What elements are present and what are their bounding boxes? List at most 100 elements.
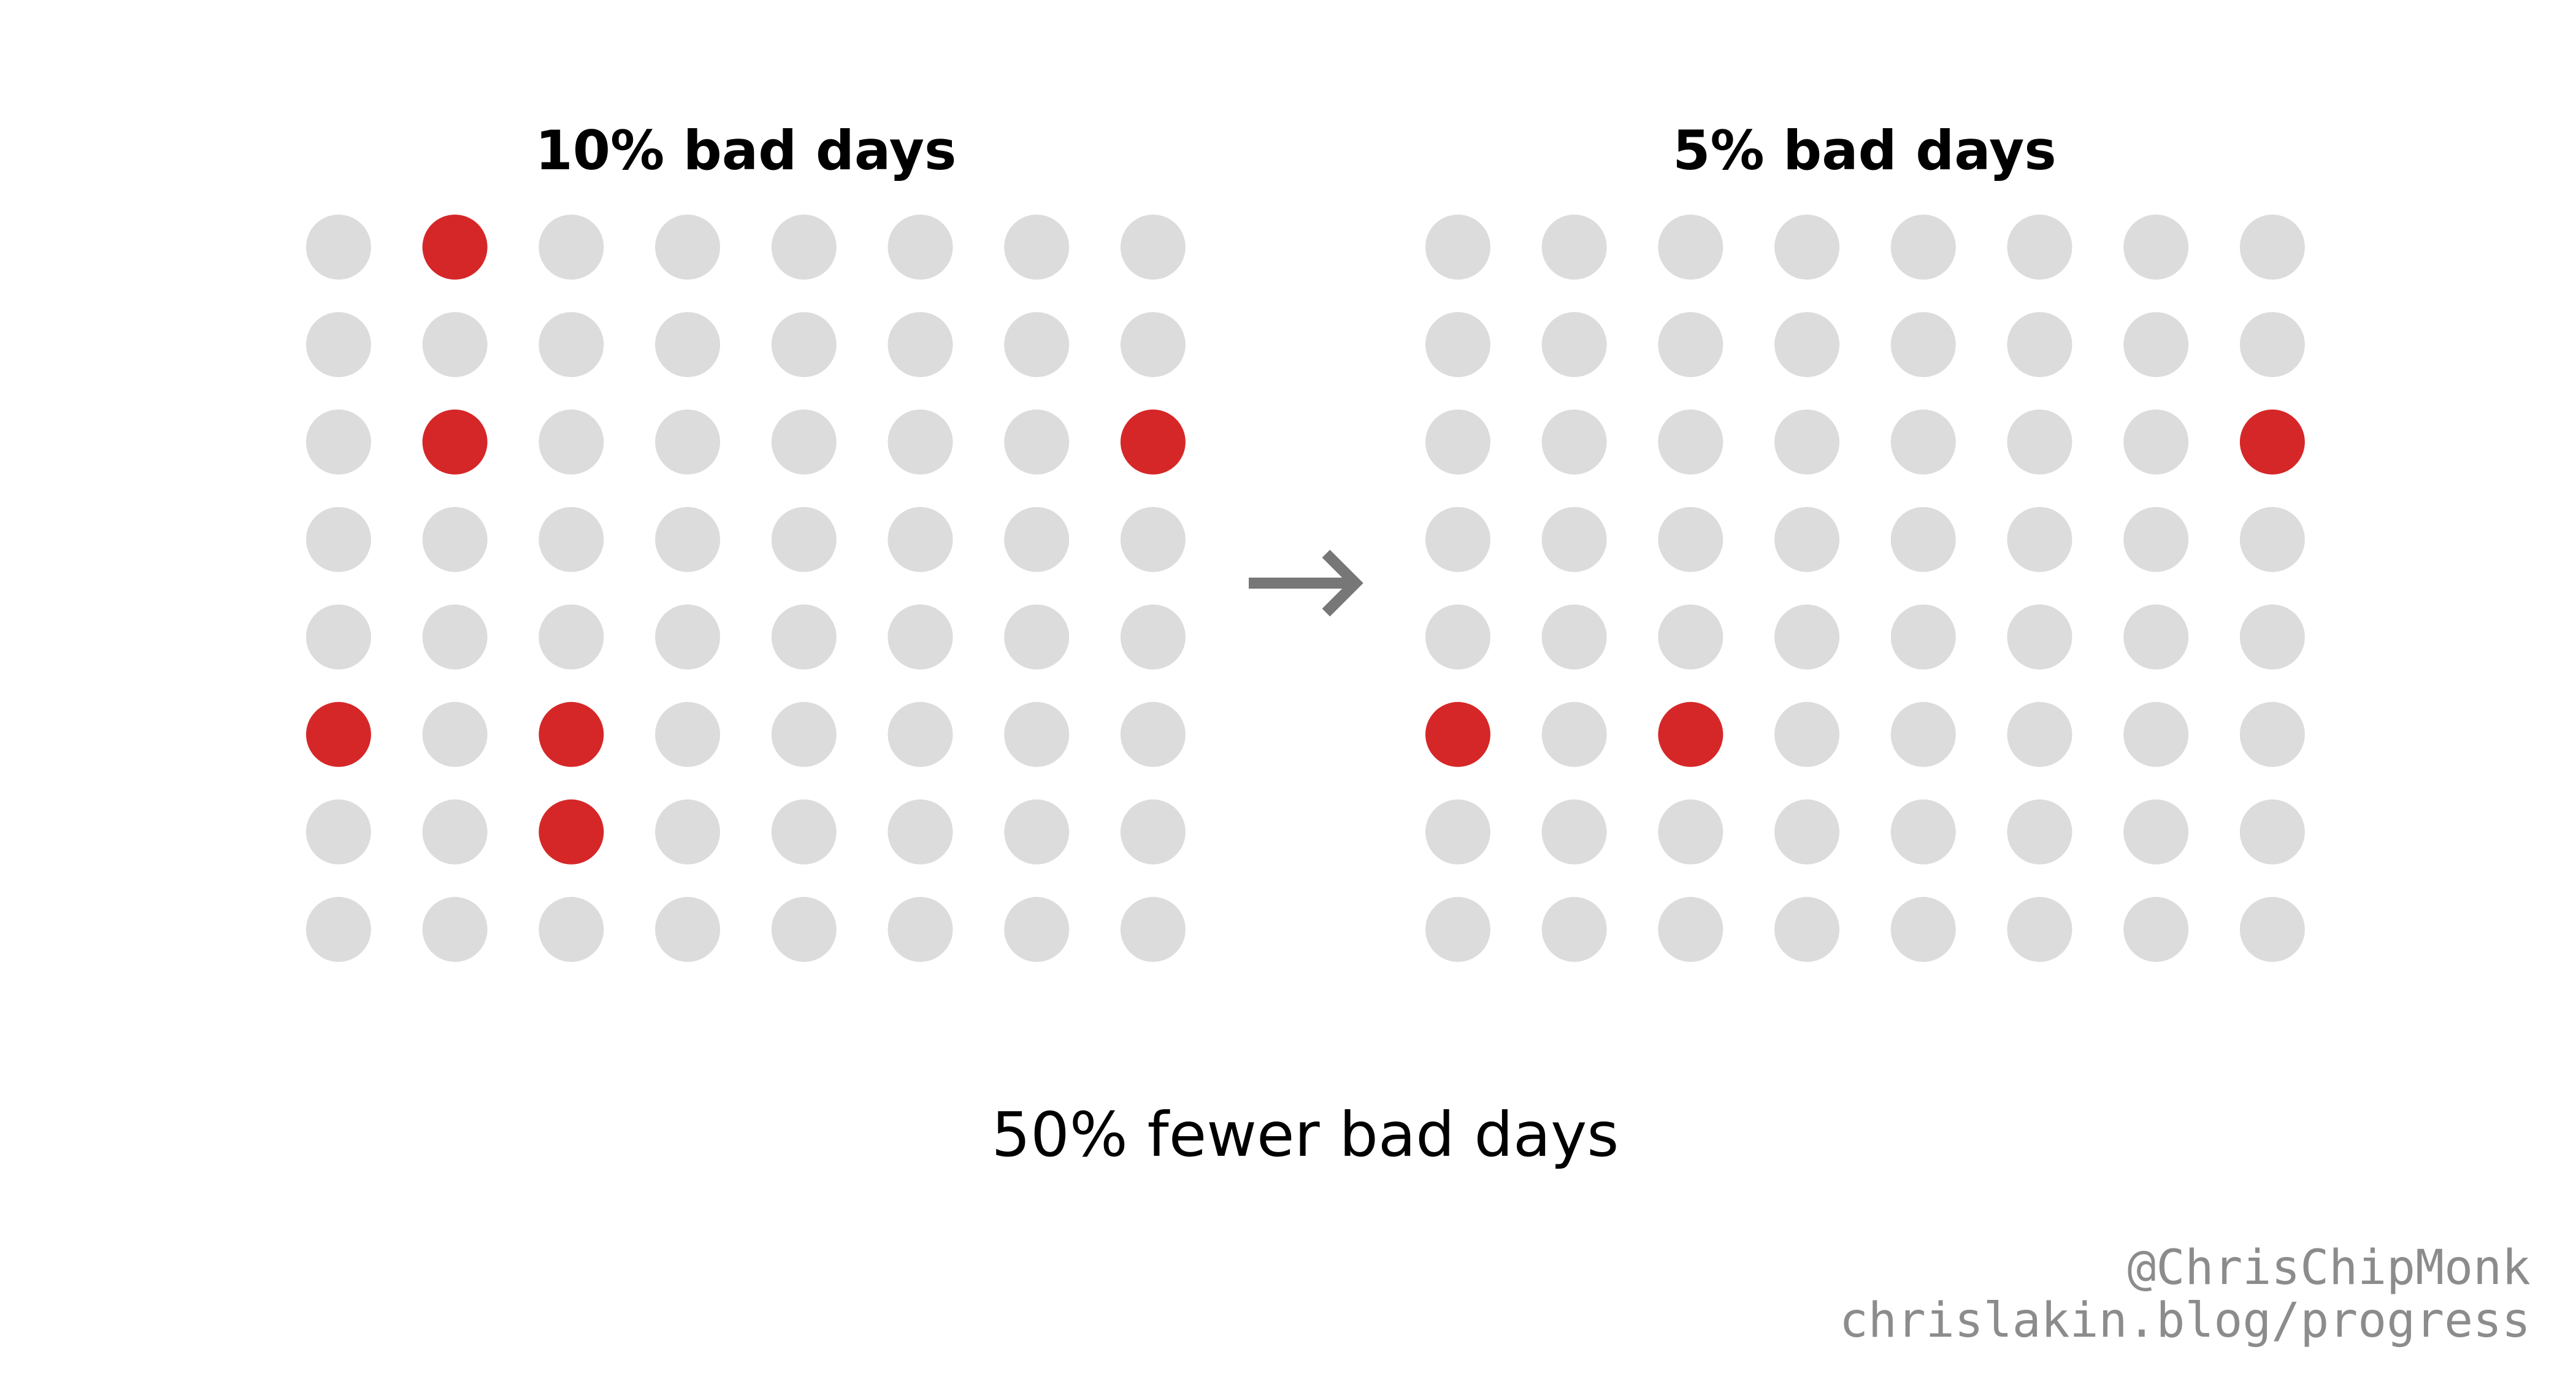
good-day-dot	[2007, 604, 2072, 670]
good-day-dot	[1774, 701, 1840, 767]
good-day-dot	[539, 896, 604, 962]
good-day-dot	[1890, 604, 1956, 670]
blog-url: chrislakin.blog/progress	[1839, 1293, 2531, 1348]
good-day-dot	[771, 312, 837, 377]
good-day-dot	[306, 896, 371, 962]
bad-day-dot	[306, 701, 371, 767]
good-day-dot	[1541, 409, 1607, 475]
good-day-dot	[2239, 896, 2305, 962]
good-day-dot	[1541, 215, 1607, 280]
good-day-dot	[655, 896, 721, 962]
good-day-dot	[1425, 215, 1490, 280]
good-day-dot	[1774, 896, 1840, 962]
author-handle: @ChrisChipMonk	[2128, 1240, 2531, 1296]
good-day-dot	[539, 312, 604, 377]
good-day-dot	[771, 701, 837, 767]
good-day-dot	[1425, 506, 1490, 572]
good-day-dot	[306, 604, 371, 670]
good-day-dot	[887, 312, 953, 377]
good-day-dot	[1120, 312, 1186, 377]
good-day-dot	[2123, 215, 2189, 280]
good-day-dot	[887, 799, 953, 865]
good-day-dot	[1004, 506, 1070, 572]
good-day-dot	[1658, 506, 1723, 572]
bad-day-dot	[1658, 701, 1723, 767]
good-day-dot	[1890, 799, 1956, 865]
good-day-dot	[2007, 799, 2072, 865]
good-day-dot	[306, 215, 371, 280]
good-day-dot	[655, 604, 721, 670]
good-day-dot	[655, 701, 721, 767]
good-day-dot	[2123, 312, 2189, 377]
good-day-dot	[2007, 312, 2072, 377]
good-day-dot	[1425, 312, 1490, 377]
good-day-dot	[771, 409, 837, 475]
bad-day-dot	[1120, 409, 1186, 475]
good-day-dot	[771, 506, 837, 572]
arrow-right-icon	[1249, 549, 1363, 617]
good-day-dot	[655, 312, 721, 377]
good-day-dot	[306, 312, 371, 377]
good-day-dot	[2123, 701, 2189, 767]
good-day-dot	[1890, 312, 1956, 377]
good-day-dot	[1425, 604, 1490, 670]
good-day-dot	[887, 701, 953, 767]
good-day-dot	[1774, 312, 1840, 377]
good-day-dot	[1004, 409, 1070, 475]
good-day-dot	[1541, 896, 1607, 962]
good-day-dot	[1658, 799, 1723, 865]
good-day-dot	[1120, 506, 1186, 572]
good-day-dot	[1541, 799, 1607, 865]
good-day-dot	[1774, 215, 1840, 280]
good-day-dot	[1004, 604, 1070, 670]
good-day-dot	[771, 896, 837, 962]
good-day-dot	[1658, 215, 1723, 280]
good-day-dot	[1004, 312, 1070, 377]
good-day-dot	[2123, 506, 2189, 572]
good-day-dot	[1890, 506, 1956, 572]
good-day-dot	[1658, 312, 1723, 377]
good-day-dot	[2123, 409, 2189, 475]
good-day-dot	[2239, 312, 2305, 377]
right-panel-title: 5% bad days	[1673, 119, 2056, 182]
good-day-dot	[1120, 701, 1186, 767]
left-dot-grid	[306, 215, 1186, 962]
good-day-dot	[1541, 604, 1607, 670]
good-day-dot	[2239, 799, 2305, 865]
good-day-dot	[1658, 409, 1723, 475]
good-day-dot	[1658, 604, 1723, 670]
good-day-dot	[1774, 409, 1840, 475]
good-day-dot	[887, 215, 953, 280]
bad-day-dot	[422, 409, 488, 475]
good-day-dot	[2239, 506, 2305, 572]
good-day-dot	[2239, 215, 2305, 280]
good-day-dot	[1004, 896, 1070, 962]
good-day-dot	[2123, 896, 2189, 962]
good-day-dot	[1890, 896, 1956, 962]
good-day-dot	[1425, 896, 1490, 962]
good-day-dot	[1120, 799, 1186, 865]
good-day-dot	[1541, 701, 1607, 767]
good-day-dot	[2123, 604, 2189, 670]
good-day-dot	[422, 701, 488, 767]
bad-day-dot	[2239, 409, 2305, 475]
good-day-dot	[771, 604, 837, 670]
good-day-dot	[1425, 799, 1490, 865]
good-day-dot	[422, 604, 488, 670]
good-day-dot	[1774, 604, 1840, 670]
good-day-dot	[539, 506, 604, 572]
good-day-dot	[655, 506, 721, 572]
good-day-dot	[887, 896, 953, 962]
good-day-dot	[1890, 409, 1956, 475]
bad-day-dot	[1425, 701, 1490, 767]
good-day-dot	[655, 799, 721, 865]
good-day-dot	[422, 799, 488, 865]
good-day-dot	[306, 799, 371, 865]
good-day-dot	[2239, 604, 2305, 670]
good-day-dot	[1890, 701, 1956, 767]
good-day-dot	[2123, 799, 2189, 865]
good-day-dot	[539, 215, 604, 280]
good-day-dot	[2007, 506, 2072, 572]
good-day-dot	[422, 506, 488, 572]
